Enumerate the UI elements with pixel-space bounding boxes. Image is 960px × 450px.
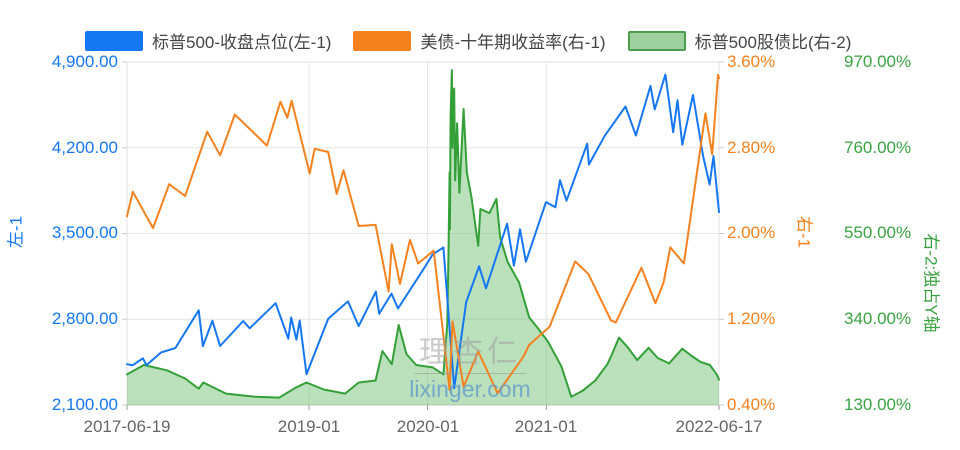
left1-tick-label: 2,100.00 [51,395,118,414]
right1-tick-label: 3.60% [727,52,776,71]
legend-swatch-us10y-yield [353,30,412,51]
legend-label: 标普500股债比(右-2) [694,33,852,52]
legend-label: 标普500-收盘点位(左-1) [152,33,332,52]
right2-tick-label: 130.00% [844,395,912,414]
legend-item-stock-bond-ratio[interactable]: 标普500股债比(右-2) [627,28,852,53]
left1-tick-label: 3,500.00 [51,223,118,242]
series-area-right2 [127,70,719,405]
x-tick-label: 2020-01 [396,417,460,436]
right2-tick-label: 340.00% [844,309,912,328]
right2-axis-name: 右-2:独占Y轴 [921,233,941,333]
series-line-left1 [126,73,720,390]
legend-item-sp500-close[interactable]: 标普500-收盘点位(左-1) [85,28,331,53]
left1-tick-label: 2,800.00 [51,309,118,328]
x-tick-label: 2021-01 [514,417,578,436]
left1-axis-name: 左-1 [6,215,26,249]
right2-tick-label: 550.00% [844,223,912,242]
right1-tick-label: 0.40% [727,395,776,414]
right1-axis-name: 右-1 [794,215,814,249]
x-tick-label: 2017-06-19 [83,417,171,436]
x-tick-label: 2019-01 [277,417,341,436]
left1-tick-label: 4,200.00 [51,138,118,157]
right1-tick-label: 2.00% [727,223,776,242]
right1-tick-label: 2.80% [727,138,776,157]
x-tick-label: 2022-06-17 [675,417,763,436]
legend-label: 美债-十年期收益率(右-1) [420,33,606,52]
legend-item-us10y-yield[interactable]: 美债-十年期收益率(右-1) [353,28,606,53]
legend-swatch-sp500-close [85,30,143,51]
series-line-right2 [126,69,720,399]
right2-tick-label: 760.00% [844,138,912,157]
left1-tick-label: 4,900.00 [51,52,118,71]
right1-tick-label: 1.20% [727,309,776,328]
right2-tick-label: 970.00% [844,52,912,71]
series-line-right1 [126,73,720,395]
legend-swatch-stock-bond-ratio [627,30,686,51]
legend: 标普500-收盘点位(左-1) 美债-十年期收益率(右-1) 标普500股债比(… [85,28,851,53]
